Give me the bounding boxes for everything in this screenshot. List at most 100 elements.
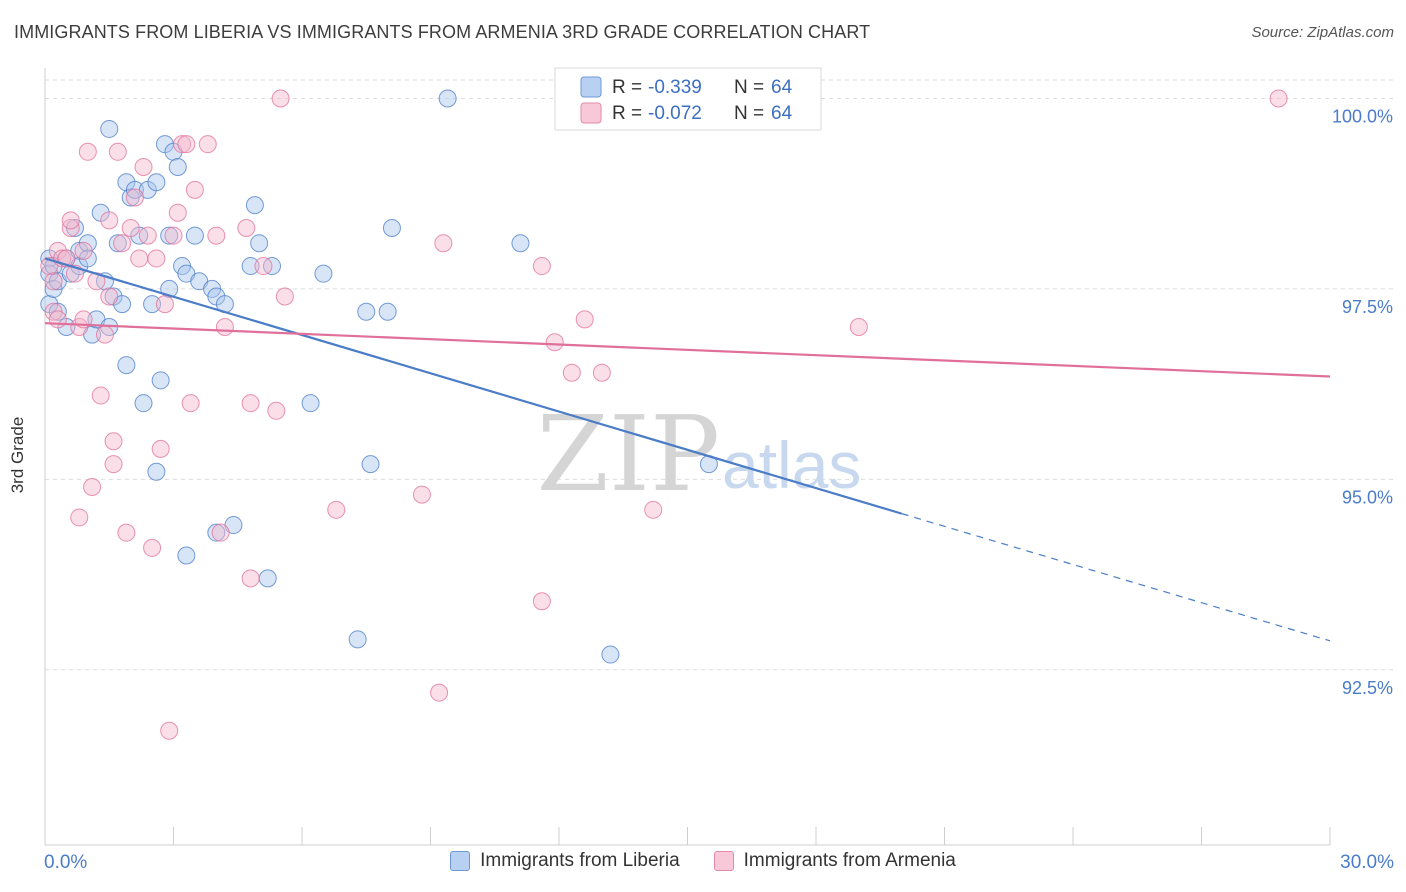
- legend-n-label-liberia: N =: [734, 77, 764, 98]
- liberia-point: [314, 264, 333, 283]
- chart-title: IMMIGRANTS FROM LIBERIA VS IMMIGRANTS FR…: [14, 22, 871, 42]
- trend-lines: [44, 257, 1331, 642]
- liberia-point: [250, 234, 269, 253]
- armenia-point: [147, 249, 166, 268]
- liberia-point: [143, 295, 162, 314]
- liberia-point: [117, 356, 136, 375]
- watermark-zip: ZIP: [537, 393, 720, 515]
- liberia-point: [511, 234, 530, 253]
- armenia-point: [113, 234, 132, 253]
- armenia-point: [117, 523, 136, 542]
- liberia-point: [177, 546, 196, 565]
- legend-item-liberia: Immigrants from Liberia: [450, 850, 680, 872]
- legend-n-label-armenia: N =: [734, 103, 764, 124]
- liberia-point: [382, 218, 401, 237]
- armenia-point: [849, 318, 868, 336]
- armenia-point: [168, 203, 187, 222]
- armenia-point: [91, 386, 110, 405]
- armenia-point: [211, 523, 230, 542]
- source-credit: Source: ZipAtlas.com: [1251, 24, 1394, 41]
- liberia-trend-extension: [901, 513, 1331, 642]
- armenia-point: [70, 508, 89, 527]
- armenia-point: [164, 226, 183, 245]
- armenia-point: [160, 721, 179, 740]
- liberia-point: [438, 89, 457, 108]
- armenia-point: [143, 538, 162, 557]
- liberia-point: [245, 196, 264, 215]
- y-tick-label: 95.0%: [1342, 487, 1393, 507]
- armenia-point: [130, 249, 149, 268]
- legend-swatch-liberia-bottom: [450, 851, 471, 871]
- armenia-point: [644, 500, 663, 519]
- y-tick-label: 100.0%: [1332, 106, 1393, 126]
- legend-label-liberia: Immigrants from Liberia: [480, 850, 680, 871]
- armenia-point: [198, 135, 217, 154]
- armenia-point: [254, 257, 273, 276]
- liberia-point: [348, 630, 367, 649]
- watermark-atlas: atlas: [722, 428, 861, 502]
- armenia-point: [104, 455, 123, 474]
- armenia-point: [83, 477, 102, 496]
- armenia-point: [78, 142, 97, 161]
- liberia-point: [147, 173, 166, 192]
- x-tick-label-min: 0.0%: [44, 852, 88, 873]
- legend-r-label-liberia: R =: [612, 77, 642, 98]
- armenia-point: [134, 158, 153, 177]
- liberia-point: [258, 569, 277, 588]
- liberia-point: [160, 226, 179, 245]
- liberia-point: [301, 394, 320, 413]
- legend-item-armenia: Immigrants from Armenia: [713, 850, 956, 872]
- liberia-point: [151, 371, 170, 390]
- liberia-point: [48, 302, 67, 321]
- armenia-point: [100, 211, 119, 230]
- legend-swatch-armenia: [580, 102, 602, 124]
- y-tick-label: 92.5%: [1342, 678, 1393, 698]
- armenia-point: [121, 218, 140, 237]
- armenia-point: [215, 318, 234, 336]
- correlation-legend: R = -0.339 N = 64 R = -0.072 N = 64: [554, 67, 822, 131]
- liberia-trend-line: [44, 257, 902, 515]
- armenia-point: [104, 432, 123, 451]
- liberia-point: [168, 158, 187, 177]
- armenia-point: [61, 218, 80, 237]
- armenia-point: [271, 89, 290, 108]
- liberia-point: [134, 394, 153, 413]
- armenia-point: [412, 485, 431, 504]
- armenia-point: [151, 439, 170, 458]
- armenia-point: [95, 325, 114, 344]
- axes: [44, 68, 1331, 846]
- armenia-point: [241, 569, 260, 588]
- armenia-point: [562, 363, 581, 382]
- legend-swatch-armenia-bottom: [713, 851, 734, 871]
- liberia-point: [108, 234, 127, 253]
- data-points: [40, 89, 1288, 740]
- armenia-point: [267, 401, 286, 420]
- legend-r-value-armenia: -0.072: [648, 103, 702, 124]
- liberia-point: [378, 302, 397, 321]
- armenia-point: [48, 310, 67, 329]
- y-tick-label: 97.5%: [1342, 297, 1393, 317]
- armenia-point: [173, 135, 192, 154]
- armenia-trend-line: [44, 322, 1331, 378]
- armenia-point: [155, 295, 174, 314]
- armenia-point: [434, 234, 453, 253]
- armenia-point: [177, 135, 196, 154]
- armenia-point: [532, 257, 551, 276]
- liberia-point: [147, 462, 166, 481]
- armenia-point: [430, 683, 449, 702]
- armenia-point: [108, 142, 127, 161]
- liberia-point: [125, 180, 144, 199]
- legend-swatch-liberia: [580, 76, 602, 98]
- legend-r-value-liberia: -0.339: [648, 77, 702, 98]
- armenia-point: [237, 218, 256, 237]
- armenia-point: [545, 333, 564, 352]
- armenia-point: [74, 241, 93, 260]
- legend-n-value-liberia: 64: [771, 77, 793, 98]
- liberia-point: [241, 257, 260, 276]
- armenia-point: [575, 310, 594, 329]
- armenia-point: [125, 188, 144, 207]
- liberia-point: [185, 226, 204, 245]
- legend-label-armenia: Immigrants from Armenia: [743, 850, 956, 871]
- liberia-point: [361, 455, 380, 474]
